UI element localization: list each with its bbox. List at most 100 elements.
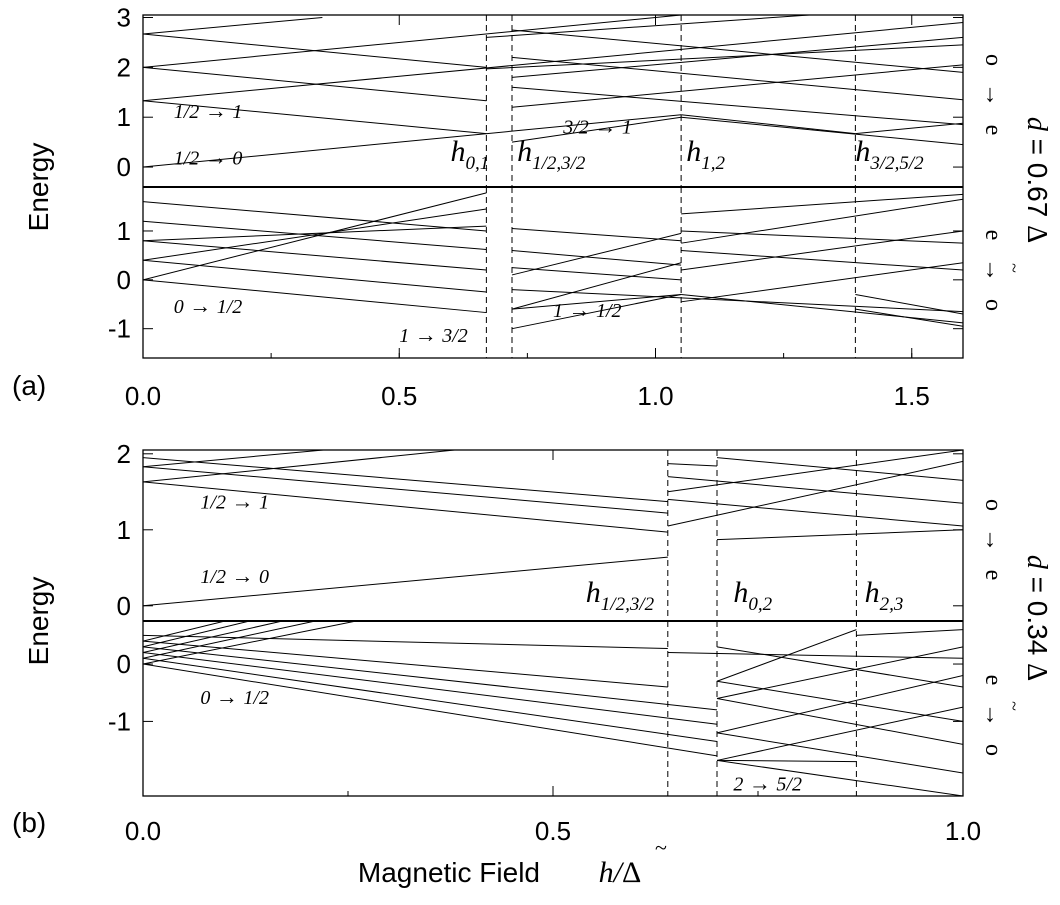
transition-label-upper-1: 1/2 → 0 — [174, 145, 243, 170]
x-axis-label: Magnetic Field h/Δ ~ — [358, 835, 667, 889]
series-lines-lower — [143, 192, 963, 330]
energy-line-upper-10 — [667, 476, 963, 504]
transition-direction-upper-2: e — [980, 570, 1006, 581]
energy-line-lower-5 — [143, 240, 487, 271]
energy-line-lower-4 — [511, 289, 963, 313]
energy-line-lower-19 — [716, 680, 963, 722]
energy-line-upper-5 — [511, 116, 682, 143]
transition-direction-lower-1: → — [980, 703, 1006, 727]
transition-direction-lower-0: e — [980, 230, 1006, 241]
transition-direction-upper-1: → — [980, 528, 1006, 552]
energy-line-upper-4 — [143, 450, 455, 483]
energy-line-upper-14 — [511, 29, 963, 73]
energy-line-upper-17 — [486, 44, 963, 70]
critical-field-label-2: h1,2 — [686, 135, 725, 174]
energy-line-lower-5 — [143, 634, 668, 650]
energy-line-lower-21 — [667, 652, 963, 659]
subpanel-upper: 0 1 2 1/2 → 1 1/2 → 0 h1/2,3/2 h0,2 h2,3 o → e — [117, 439, 1006, 621]
energy-line-upper-0 — [143, 556, 668, 607]
energy-line-lower-10 — [511, 228, 682, 242]
transition-direction-lower-2: o — [980, 744, 1006, 756]
energy-line-lower-15 — [511, 262, 682, 310]
x-tick-label-1: 0.5 — [381, 381, 417, 411]
energy-line-upper-3 — [855, 122, 963, 135]
energy-line-upper-3 — [143, 457, 668, 503]
panel-a: 0 1 2 3 1/2 → 1 1/2 → 0 3/2 → 1 h0,1 h1/2,3/2 h1,… — [12, 2, 1053, 411]
energy-line-lower-9 — [143, 201, 487, 232]
panel-label: (a) — [12, 370, 46, 401]
y-tick-label-lower-1: 0 — [117, 649, 131, 679]
x-tick-label-0: 0.0 — [125, 816, 161, 846]
energy-line-lower-18 — [681, 230, 963, 244]
parameter-label-tilde: ~ — [1004, 701, 1024, 711]
energy-line-lower-22 — [856, 629, 963, 636]
energy-line-lower-13 — [716, 706, 963, 761]
energy-line-lower-14 — [511, 293, 682, 330]
y-tick-label-upper-1: 1 — [117, 102, 131, 132]
energy-line-lower-14 — [716, 675, 963, 734]
energy-line-upper-13 — [511, 56, 963, 101]
energy-line-lower-16 — [511, 232, 682, 276]
energy-line-lower-17 — [716, 732, 963, 774]
subpanel-lower: -1 0 1 0 → 1/2 1 → 3/2 1 → 1/2 e → o — [108, 187, 1006, 358]
energy-line-upper-18 — [486, 15, 810, 38]
energy-line-lower-15 — [716, 646, 963, 699]
energy-line-lower-21 — [681, 230, 963, 271]
series-lines-lower — [143, 621, 963, 796]
energy-line-lower-20 — [716, 646, 963, 688]
transition-label-lower-1: 2 → 5/2 — [733, 770, 802, 795]
energy-line-lower-10 — [143, 621, 226, 642]
energy-line-upper-12 — [716, 457, 963, 481]
y-axis-label: Energy — [23, 577, 54, 666]
energy-line-upper-2 — [143, 466, 668, 514]
critical-field-label-0: h1/2,3/2 — [586, 576, 655, 615]
energy-line-upper-5 — [143, 450, 324, 468]
series-lines-upper — [143, 15, 963, 168]
transition-label-lower-0: 0 → 1/2 — [174, 293, 243, 318]
energy-line-lower-12 — [716, 759, 963, 796]
energy-line-lower-2 — [143, 652, 718, 725]
energy-line-lower-13 — [143, 225, 487, 242]
x-tick-label-0: 0.0 — [125, 381, 161, 411]
transition-label-upper-0: 1/2 → 1 — [200, 489, 269, 514]
energy-line-lower-7 — [143, 220, 487, 251]
critical-field-label-3: h3/2,5/2 — [855, 135, 924, 174]
energy-line-lower-16 — [716, 629, 857, 682]
transition-label-upper-1: 1/2 → 0 — [200, 563, 269, 588]
energy-line-lower-24 — [855, 293, 963, 315]
energy-line-upper-10 — [143, 15, 682, 68]
energy-line-lower-4 — [143, 640, 668, 688]
x-tick-label-2: 1.0 — [637, 381, 673, 411]
energy-line-lower-17 — [681, 193, 963, 215]
energy-line-lower-12 — [143, 208, 487, 261]
subpanel-lower: -1 0 0 → 1/2 2 → 5/2 e → o — [108, 621, 1006, 796]
y-tick-label-upper-3: 3 — [117, 2, 131, 32]
energy-line-upper-0 — [143, 130, 513, 168]
critical-field-label-0: h0,1 — [451, 135, 490, 174]
transition-label-lower-2: 1 → 1/2 — [553, 297, 622, 322]
x-tick-label-2: 1.0 — [945, 816, 981, 846]
energy-line-upper-4 — [143, 100, 487, 135]
energy-line-upper-12 — [511, 86, 963, 126]
energy-line-upper-6 — [667, 463, 718, 467]
transition-direction-upper-0: o — [980, 54, 1006, 66]
energy-line-lower-6 — [143, 621, 357, 665]
parameter-label: d = 0.34 Δ — [1021, 555, 1053, 681]
energy-line-upper-15 — [511, 64, 963, 108]
energy-line-lower-8 — [511, 250, 682, 266]
y-tick-label-upper-0: 0 — [117, 591, 131, 621]
energy-line-lower-1 — [143, 657, 718, 742]
transition-label-lower-0: 0 → 1/2 — [200, 684, 269, 709]
transition-label-upper-0: 1/2 → 1 — [174, 98, 243, 123]
energy-line-lower-22 — [681, 198, 963, 244]
x-axis-label-math: h/Δ — [599, 856, 642, 889]
energy-line-lower-18 — [716, 697, 963, 745]
x-tick-label-3: 1.5 — [894, 381, 930, 411]
y-tick-label-upper-1: 1 — [117, 515, 131, 545]
parameter-label-tilde: ~ — [1004, 263, 1024, 273]
energy-line-lower-8 — [143, 621, 283, 654]
transition-direction-lower-0: e — [980, 675, 1006, 686]
energy-line-upper-11 — [143, 16, 323, 35]
